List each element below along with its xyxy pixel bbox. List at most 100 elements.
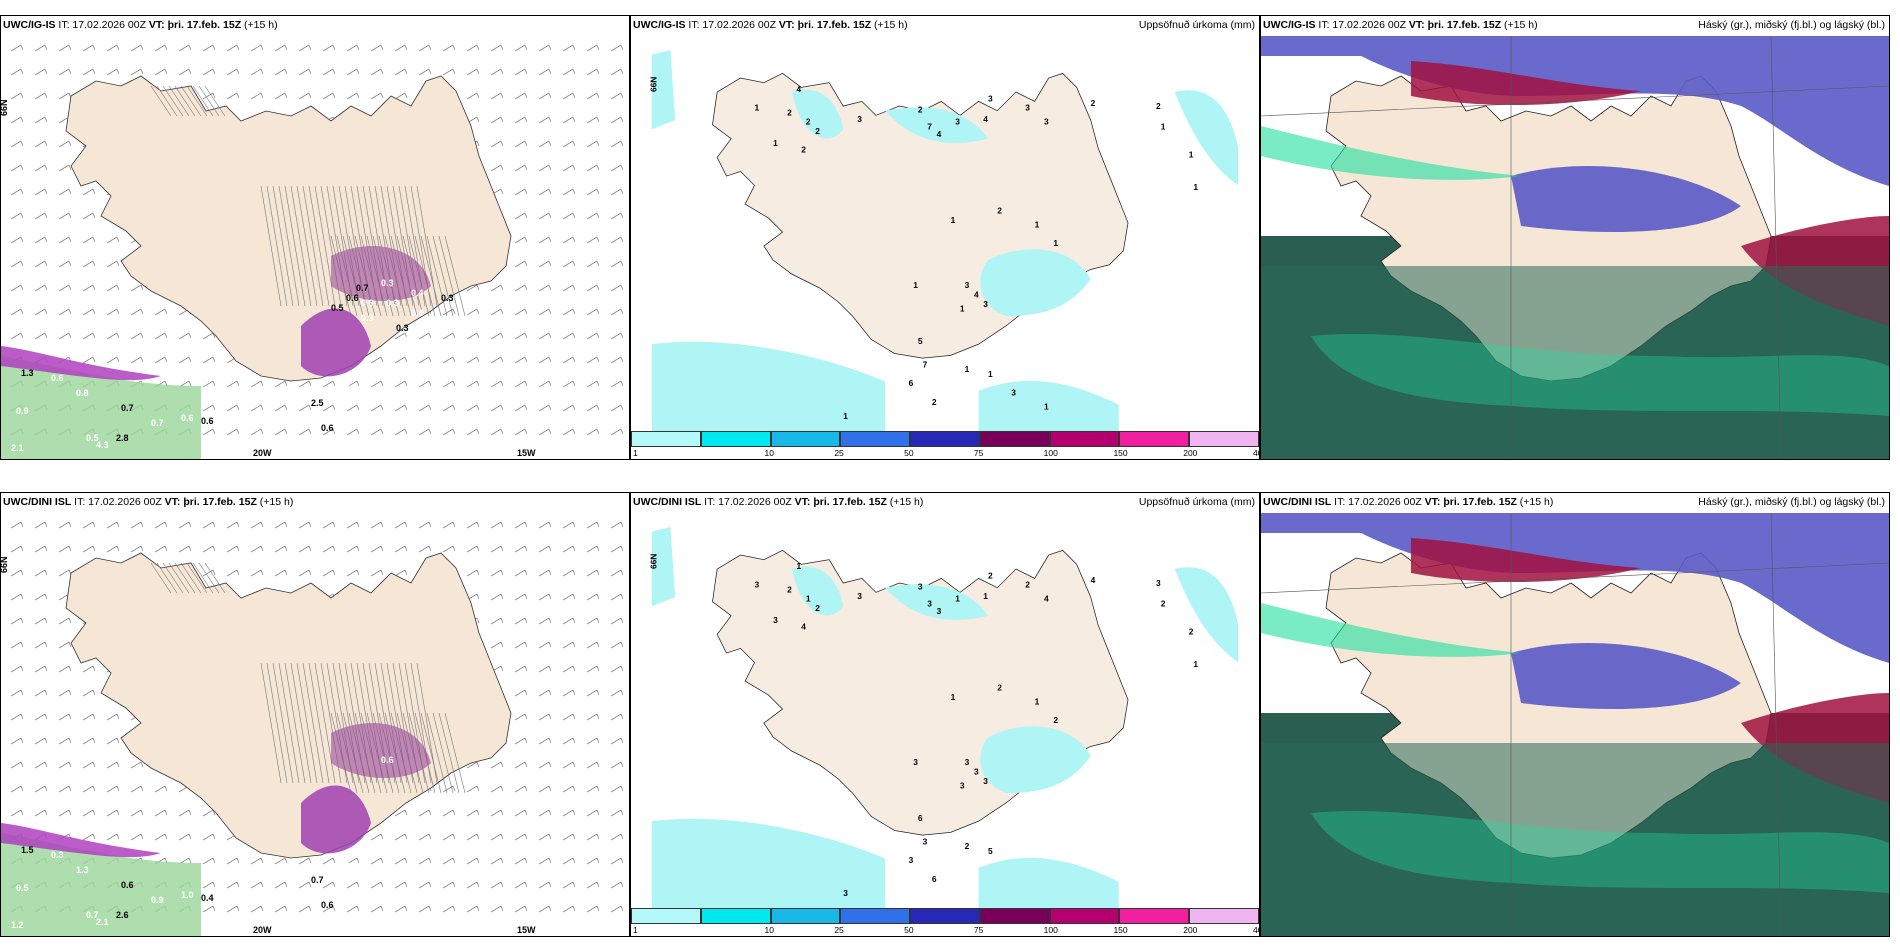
wind-barb-tick (500, 140, 504, 147)
precip-number-label: 6 (918, 813, 923, 823)
precip-number-label: 1 (1053, 238, 1058, 248)
wind-barb-tick (68, 617, 72, 624)
wind-barb (10, 785, 22, 793)
precip-number-label: 3 (843, 888, 848, 898)
wind-barb (82, 332, 94, 340)
wind-barb (202, 833, 214, 841)
wind-barb (154, 356, 166, 364)
wind-barb (106, 809, 118, 817)
wind-barb (322, 92, 334, 100)
wind-barb (490, 857, 502, 865)
wind-barb-tick (428, 545, 432, 552)
colorbar-tick: 200 (1183, 925, 1198, 935)
wind-barb (466, 332, 478, 340)
wind-barb (514, 569, 526, 577)
wind-barb-tick (548, 665, 552, 672)
wind-barb-tick (524, 833, 528, 840)
wind-barb (322, 380, 334, 388)
precip-number-label: 1 (1189, 149, 1194, 159)
wind-barb-tick (572, 212, 576, 219)
wind-barb-tick (44, 68, 48, 75)
wind-barb (586, 857, 598, 865)
wind-barb (538, 356, 550, 364)
wind-barb (34, 212, 46, 220)
grid-line (1261, 562, 1889, 594)
wind-barb-tick (164, 44, 168, 51)
colorbar-cell (631, 431, 701, 447)
wind-barb (466, 284, 478, 292)
wind-barb-tick (548, 617, 552, 624)
wind-barb (562, 284, 574, 292)
wind-barb-tick (428, 44, 432, 51)
wind-barb-tick (140, 545, 144, 552)
wind-barb (586, 92, 598, 100)
hatch-line (272, 662, 294, 784)
wind-barb (490, 905, 502, 913)
wind-barb (250, 44, 262, 52)
wind-barb-tick (500, 380, 504, 387)
wind-barb (586, 68, 598, 76)
wind-barb-tick (500, 905, 504, 912)
wind-barb (202, 92, 214, 100)
colorbar-tick: 50 (904, 925, 914, 935)
wind-barb-tick (452, 809, 456, 816)
wind-barb-tick (20, 641, 24, 648)
wind-barb (514, 380, 526, 388)
wind-barb (610, 713, 622, 721)
wind-barb (10, 809, 22, 817)
precip-number-label: 2 (787, 107, 792, 117)
wind-barb (610, 44, 622, 52)
wind-barb-tick (524, 116, 528, 123)
precip-number-label: 1 (913, 280, 918, 290)
wind-barb (346, 380, 358, 388)
hatch-line (278, 185, 300, 307)
precip-light-area (885, 107, 988, 143)
colorbar-tick: 1 (633, 925, 638, 935)
wind-barb (130, 68, 142, 76)
wind-barb-tick (44, 332, 48, 339)
wind-barb (466, 569, 478, 577)
wind-barb (322, 521, 334, 529)
precip-area-purple (331, 246, 431, 301)
wind-barb (394, 68, 406, 76)
wind-barb (58, 785, 70, 793)
wind-barb (106, 737, 118, 745)
wind-value-label: 0.5 (86, 433, 99, 443)
wind-value-label: 0.3 (386, 298, 399, 308)
wind-barb-tick (68, 641, 72, 648)
wind-barb-tick (332, 905, 336, 912)
wind-barb-tick (404, 569, 408, 576)
wind-barb-tick (596, 260, 600, 267)
wind-barb (514, 785, 526, 793)
wind-barb (82, 212, 94, 220)
wind-barb (202, 332, 214, 340)
wind-barb-tick (524, 737, 528, 744)
precip-number-label: 3 (983, 299, 988, 309)
wind-barb-tick (404, 404, 408, 411)
wind-barb-tick (284, 404, 288, 411)
precip-light-area (651, 818, 886, 908)
wind-barb (562, 617, 574, 625)
colorbar-tick: 400 (1253, 925, 1259, 935)
hatch-line (192, 562, 214, 594)
wind-barb-tick (308, 380, 312, 387)
wind-barb (154, 308, 166, 316)
wind-barb-tick (116, 809, 120, 816)
wind-barb-tick (524, 260, 528, 267)
wind-barb-tick (212, 521, 216, 528)
wind-barb-tick (620, 164, 624, 171)
wind-barb-tick (476, 833, 480, 840)
precip-number-label: 2 (1025, 580, 1030, 590)
wind-barb-tick (476, 332, 480, 339)
wind-barb (514, 212, 526, 220)
wind-barb (10, 308, 22, 316)
colorbar-tick: 1 (633, 448, 638, 458)
wind-barb-tick (44, 521, 48, 528)
wind-barb-tick (92, 737, 96, 744)
wind-barb-tick (356, 881, 360, 888)
wind-barb (586, 140, 598, 148)
wind-barb (514, 44, 526, 52)
hatch-line (162, 85, 184, 117)
wind-barb (82, 308, 94, 316)
precip-area-purple (301, 308, 371, 377)
